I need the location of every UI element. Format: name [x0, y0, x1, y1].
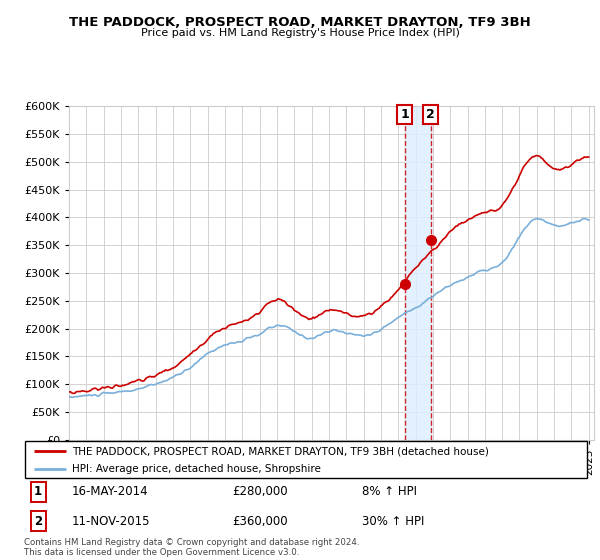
Text: 11-NOV-2015: 11-NOV-2015 — [72, 515, 151, 528]
Text: 1: 1 — [34, 485, 42, 498]
Text: 8% ↑ HPI: 8% ↑ HPI — [362, 485, 418, 498]
Text: Price paid vs. HM Land Registry's House Price Index (HPI): Price paid vs. HM Land Registry's House … — [140, 28, 460, 38]
Text: HPI: Average price, detached house, Shropshire: HPI: Average price, detached house, Shro… — [72, 464, 321, 474]
Text: 2: 2 — [426, 108, 435, 121]
Text: THE PADDOCK, PROSPECT ROAD, MARKET DRAYTON, TF9 3BH: THE PADDOCK, PROSPECT ROAD, MARKET DRAYT… — [69, 16, 531, 29]
Text: 16-MAY-2014: 16-MAY-2014 — [72, 485, 149, 498]
Bar — [404, 106, 431, 440]
Text: £280,000: £280,000 — [233, 485, 289, 498]
Text: £360,000: £360,000 — [233, 515, 289, 528]
Text: 30% ↑ HPI: 30% ↑ HPI — [362, 515, 425, 528]
FancyBboxPatch shape — [25, 441, 587, 478]
Text: 1: 1 — [400, 108, 409, 121]
Text: Contains HM Land Registry data © Crown copyright and database right 2024.
This d: Contains HM Land Registry data © Crown c… — [24, 538, 359, 557]
Text: THE PADDOCK, PROSPECT ROAD, MARKET DRAYTON, TF9 3BH (detached house): THE PADDOCK, PROSPECT ROAD, MARKET DRAYT… — [72, 446, 489, 456]
Text: 2: 2 — [34, 515, 42, 528]
